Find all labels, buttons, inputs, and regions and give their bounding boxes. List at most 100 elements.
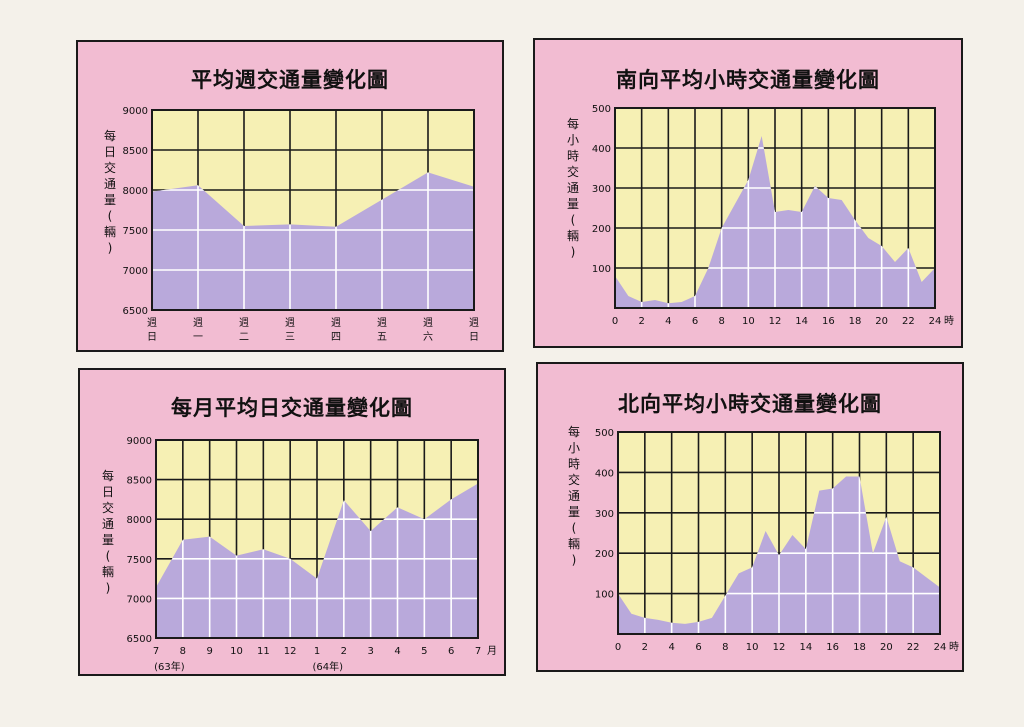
y-tick-label: 7000 <box>127 594 152 605</box>
x-tick-label: 18 <box>853 642 866 653</box>
y-tick-label: 300 <box>592 184 611 195</box>
x-axis-unit: 時 <box>944 315 954 327</box>
x-tick-label: 16 <box>822 316 835 327</box>
x-tick-label: 日 <box>469 332 479 343</box>
x-tick-label: 14 <box>799 642 812 653</box>
x-tick-label: 8 <box>718 316 724 327</box>
y-tick-label: 7500 <box>123 226 148 237</box>
x-tick-label: 5 <box>421 646 427 657</box>
y-tick-label: 9000 <box>127 436 152 447</box>
weekly-chart-panel: 平均週交通量變化圖 6500 7000 7500 8000 8500 9000 每日交通量(… <box>76 40 504 352</box>
x-tick-label: 6 <box>692 316 698 327</box>
x-tick-label: 11 <box>257 646 270 657</box>
x-tick-label: 三 <box>285 332 295 343</box>
chart-title: 北向平均小時交通量變化圖 <box>618 392 882 416</box>
x-tick-label: 1 <box>314 646 320 657</box>
monthly-chart-panel: 每月平均日交通量變化圖 6500 7000 7500 8000 8500 9000 每日交通… <box>78 368 506 676</box>
x-tick-label: 週 <box>423 317 433 329</box>
x-tick-label: 10 <box>230 646 243 657</box>
y-tick-label: 300 <box>595 509 614 520</box>
x-tick-label: 24 <box>934 642 947 653</box>
x-tick-label: 週 <box>469 317 479 329</box>
chart-title: 平均週交通量變化圖 <box>191 68 389 92</box>
x-tick-label: 12 <box>773 642 786 653</box>
x-tick-label: 日 <box>147 332 157 343</box>
x-tick-label: 4 <box>668 642 674 653</box>
x-tick-label: 10 <box>742 316 755 327</box>
y-tick-label: 400 <box>595 468 614 479</box>
y-tick-label: 8500 <box>127 476 152 487</box>
y-tick-label: 7000 <box>123 266 148 277</box>
x-tick-label: 週 <box>147 317 157 329</box>
x-tick-label: 22 <box>902 316 915 327</box>
x-tick-label: 週 <box>377 317 387 329</box>
chart-title: 每月平均日交通量變化圖 <box>171 396 413 420</box>
x-tick-label: 週 <box>239 317 249 329</box>
y-tick-label: 200 <box>595 549 614 560</box>
y-tick-label: 100 <box>595 590 614 601</box>
x-tick-label: 一 <box>193 332 203 343</box>
y-axis-label: 每小時交通量(輛) <box>568 424 580 567</box>
x-tick-label: 四 <box>331 332 341 343</box>
x-axis-unit: 月 <box>487 645 497 657</box>
x-tick-label: 7 <box>153 646 159 657</box>
x-tick-label: 6 <box>695 642 701 653</box>
y-tick-label: 6500 <box>127 634 152 645</box>
x-tick-label: 20 <box>875 316 888 327</box>
plot-frame <box>617 431 941 635</box>
x-tick-label: 16 <box>826 642 839 653</box>
x-tick-label: 9 <box>206 646 212 657</box>
x-axis-unit: 時 <box>949 641 959 653</box>
x-tick-label: 2 <box>341 646 347 657</box>
y-tick-label: 100 <box>592 264 611 275</box>
y-tick-label: 7500 <box>127 555 152 566</box>
x-tick-label: 14 <box>795 316 808 327</box>
x-tick-label: 10 <box>746 642 759 653</box>
y-tick-label: 9000 <box>123 106 148 117</box>
year-label: (64年) <box>312 660 343 673</box>
plot-frame <box>151 109 475 311</box>
x-tick-label: 22 <box>907 642 920 653</box>
x-tick-label: 12 <box>284 646 297 657</box>
plot-frame <box>614 107 936 309</box>
x-tick-label: 二 <box>239 332 249 343</box>
x-tick-label: 六 <box>423 331 433 343</box>
x-tick-label: 24 <box>929 316 942 327</box>
x-tick-label: 0 <box>612 316 618 327</box>
x-tick-label: 12 <box>769 316 782 327</box>
x-tick-label: 週 <box>331 317 341 329</box>
x-tick-label: 五 <box>377 332 387 343</box>
chart-title: 南向平均小時交通量變化圖 <box>616 68 880 92</box>
y-tick-label: 200 <box>592 224 611 235</box>
south-hourly-chart-panel: 南向平均小時交通量變化圖 100 200 300 400 500 每小時交通量(輛) 0 2 4… <box>533 38 963 348</box>
x-tick-label: 8 <box>180 646 186 657</box>
x-tick-label: 0 <box>615 642 621 653</box>
x-tick-label: 週 <box>193 317 203 329</box>
x-tick-label: 2 <box>638 316 644 327</box>
weekly-chart: 650070007500800085009000每日交通量(輛)週日週一週二週三… <box>104 106 479 343</box>
y-axis-label: 每日交通量(輛) <box>104 128 116 255</box>
y-tick-label: 8000 <box>127 515 152 526</box>
y-tick-label: 500 <box>592 104 611 115</box>
year-label: (63年) <box>154 660 185 673</box>
series-area <box>152 172 474 310</box>
x-tick-label: 7 <box>475 646 481 657</box>
y-tick-label: 6500 <box>123 306 148 317</box>
y-tick-label: 8000 <box>123 186 148 197</box>
x-tick-label: 週 <box>285 317 295 329</box>
y-tick-label: 8500 <box>123 146 148 157</box>
y-axis-label: 每小時交通量(輛) <box>567 116 579 259</box>
x-tick-label: 20 <box>880 642 893 653</box>
x-tick-label: 18 <box>849 316 862 327</box>
x-tick-label: 8 <box>722 642 728 653</box>
y-tick-label: 400 <box>592 144 611 155</box>
plot-frame <box>155 439 479 639</box>
x-tick-label: 2 <box>642 642 648 653</box>
x-tick-label: 3 <box>367 646 373 657</box>
x-tick-label: 4 <box>665 316 671 327</box>
north-hourly-chart-panel: 北向平均小時交通量變化圖 100 200 300 400 500 每小時交通量(輛) 0 2 4… <box>536 362 964 672</box>
y-axis-label: 每日交通量(輛) <box>102 468 114 595</box>
x-tick-label: 6 <box>448 646 454 657</box>
